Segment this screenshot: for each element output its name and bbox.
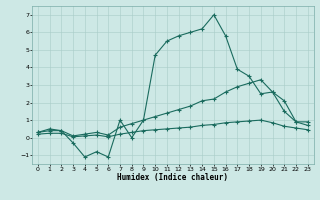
X-axis label: Humidex (Indice chaleur): Humidex (Indice chaleur) [117, 173, 228, 182]
